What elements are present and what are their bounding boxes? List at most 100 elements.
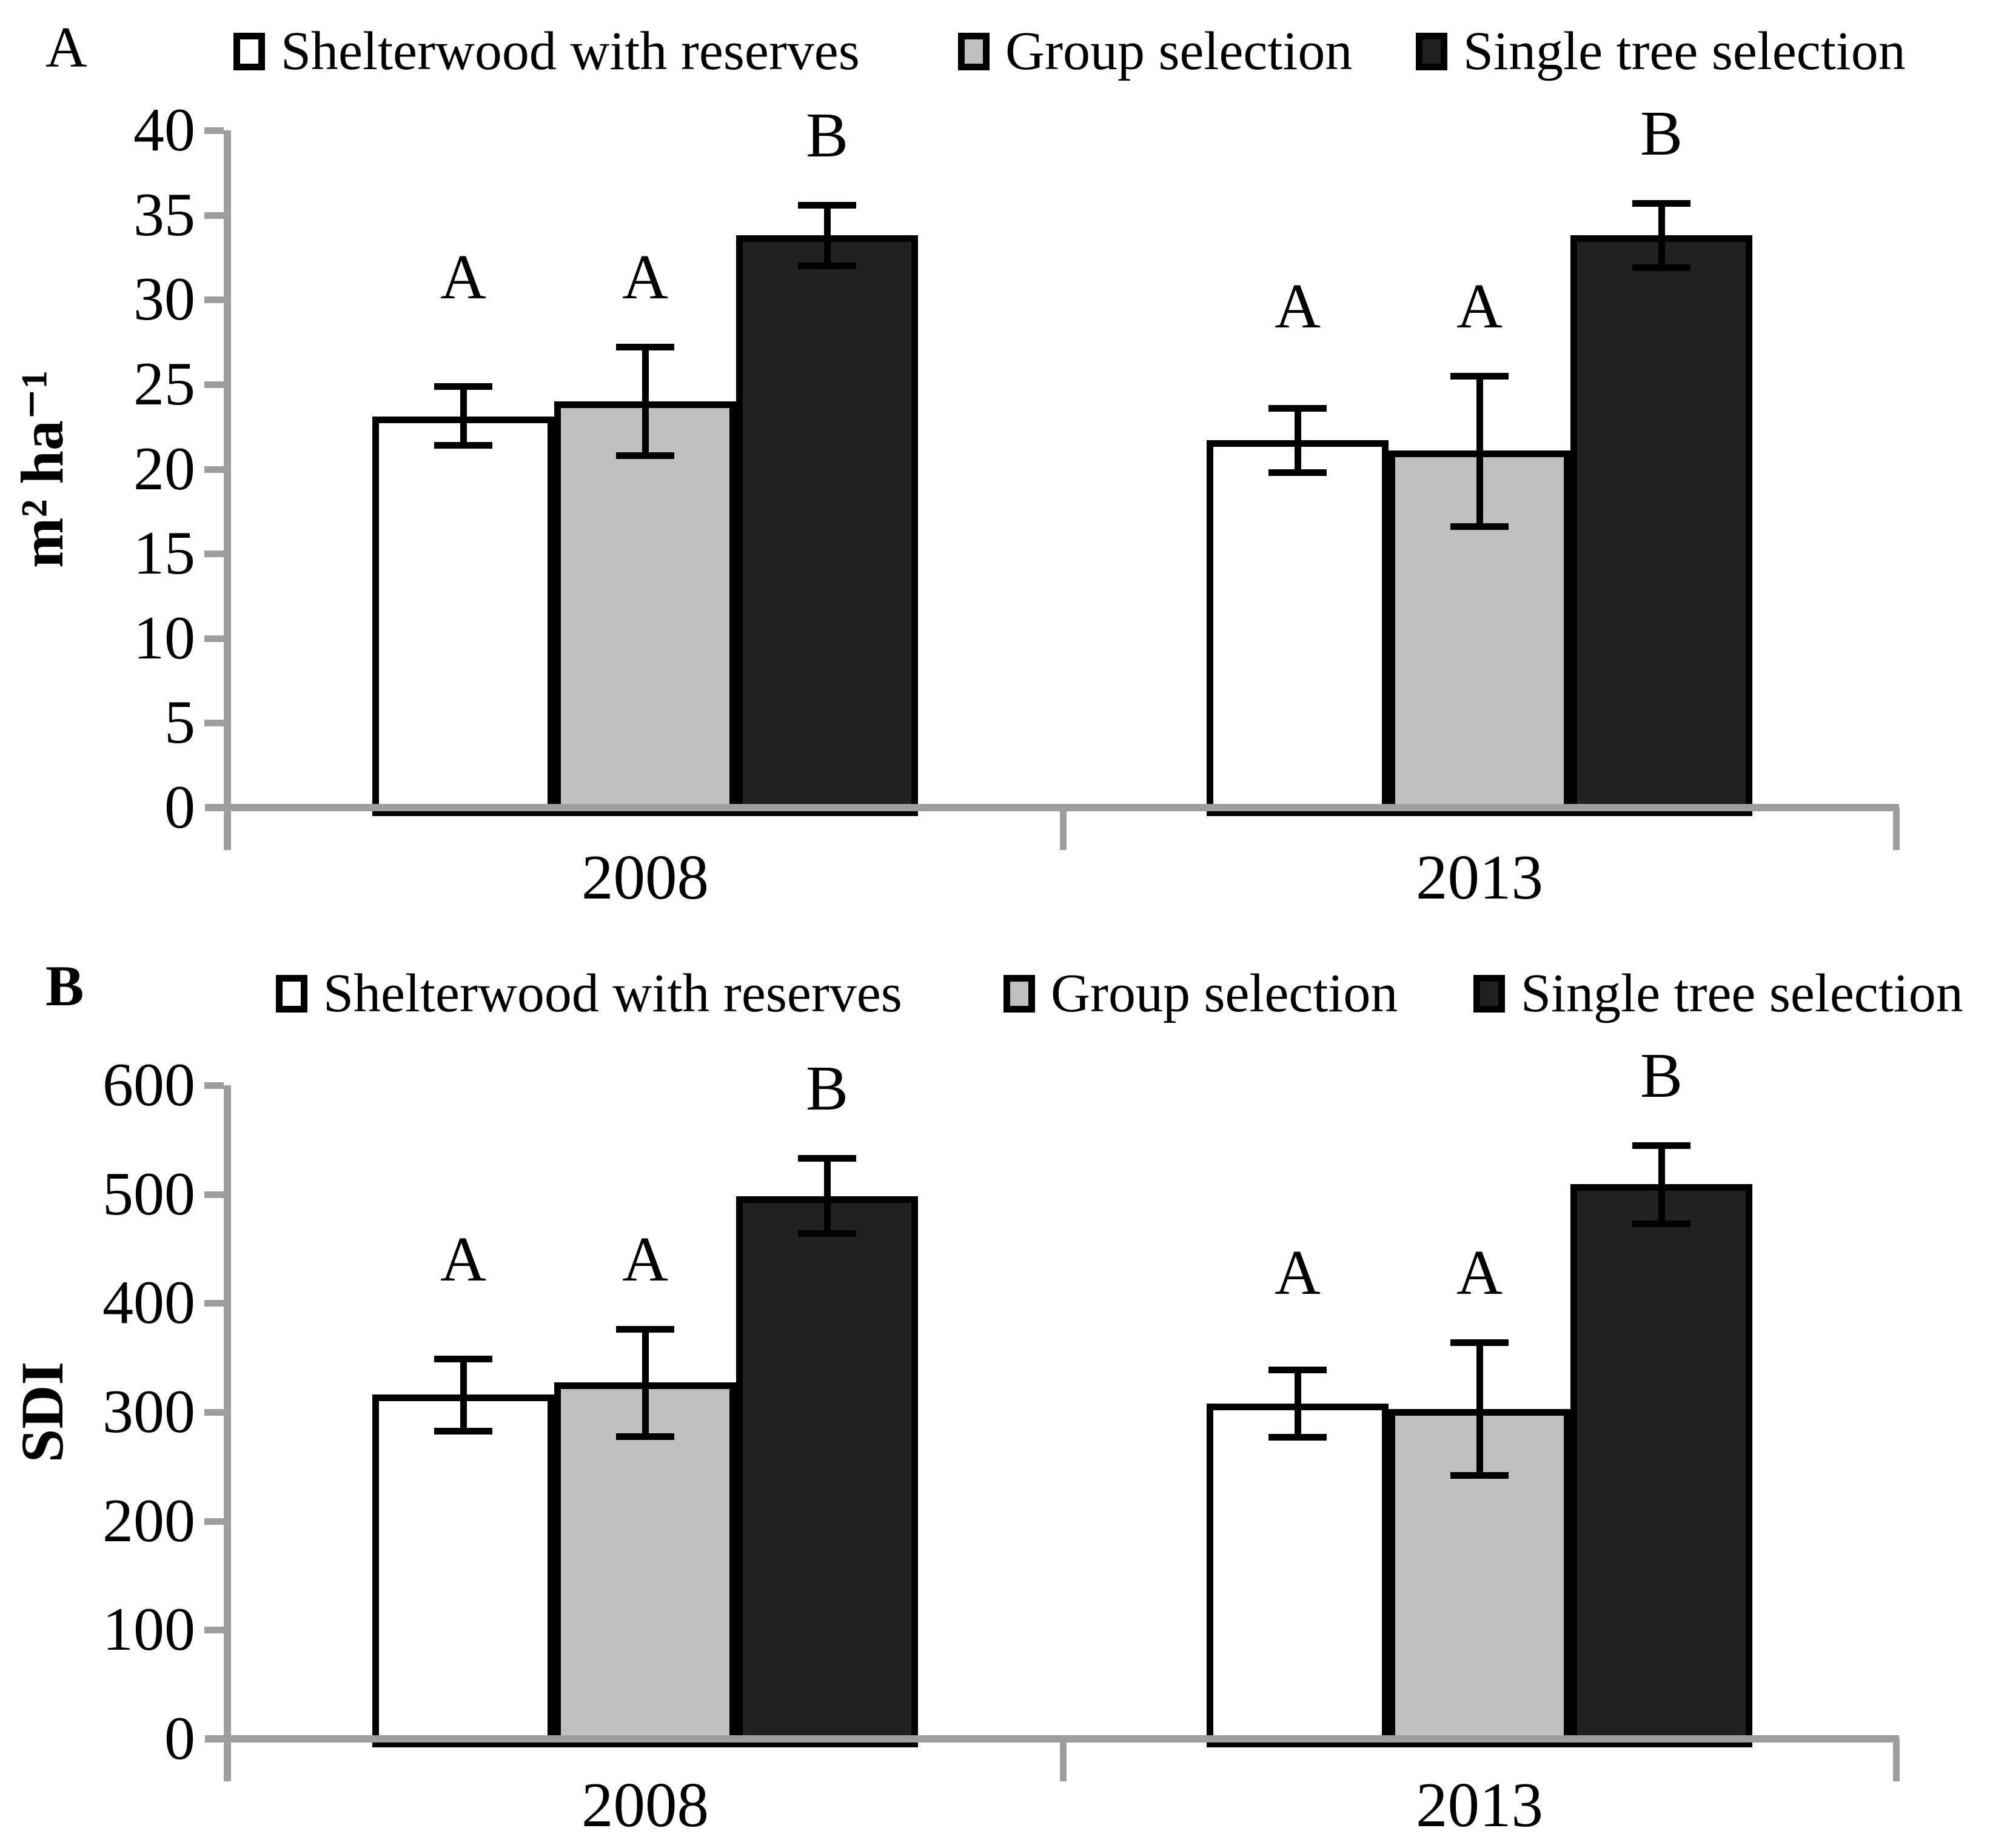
legend-swatch-white [233,33,265,70]
y-tick-label: 15 [133,519,195,588]
y-tick [204,212,224,219]
y-tick [204,381,224,388]
y-tick-label: 30 [133,265,195,334]
y-tick [204,635,224,642]
legend-item-label: Single tree selection [1463,21,1906,81]
y-tick [204,127,224,134]
x-tick [1060,808,1067,850]
y-tick [204,720,224,727]
y-tick [204,551,224,558]
x-category-label: 2013 [1416,1769,1543,1840]
error-bar-line [1295,1369,1301,1438]
error-bar-line [824,204,831,266]
error-bar-line [1295,407,1301,473]
y-tick-label: 40 [133,96,195,164]
x-category-label: 2008 [581,842,709,912]
error-bar-cap-top [1632,1142,1690,1149]
error-bar-line [824,1158,831,1234]
bar-shelterwood-with-reserves [1207,1403,1389,1747]
sig-letter: B [1640,1039,1683,1111]
sig-letter: A [440,1224,486,1295]
error-bar-line [642,1329,649,1436]
y-tick-label: 0 [164,773,195,842]
x-category-label: 2013 [1416,842,1543,912]
y-tick [204,1409,224,1416]
sig-letter: A [1275,1237,1321,1308]
bar-single-tree-selection [736,235,918,816]
y-tick [204,466,224,473]
x-category-label: 2008 [581,1769,709,1840]
error-bar-cap-bottom [1632,1220,1690,1228]
legend-swatch-black [1473,975,1505,1013]
legend-swatch-gray [1003,975,1035,1013]
y-tick [204,1191,224,1198]
legend-item-label: Group selection [1051,963,1398,1023]
error-bar-cap-top [1632,200,1690,207]
error-bar-cap-top [434,383,492,390]
y-tick-label: 600 [102,1051,195,1119]
x-axis-line [205,804,1899,811]
error-bar-line [1476,1342,1483,1476]
panel-b: B Shelterwood with reserves Group selecti… [0,924,2007,1848]
error-bar-cap-bottom [1268,469,1327,477]
error-bar-cap-bottom [434,442,492,449]
error-bar-cap-bottom [434,1427,492,1435]
error-bar-line [460,386,467,446]
legend-swatch-gray [958,33,990,70]
error-bar-line [1658,203,1665,268]
error-bar-cap-top [798,1155,856,1162]
sig-letter: A [1275,270,1321,341]
sig-letter: B [1640,98,1683,169]
legend-b: Shelterwood with reserves Group selection… [0,954,2007,1039]
y-tick-label: 35 [133,180,195,249]
y-axis-line [224,1085,231,1781]
error-bar-cap-top [1450,1339,1509,1346]
y-tick-label: 100 [102,1595,195,1664]
legend-item-label: Group selection [1005,21,1353,81]
y-tick [204,1518,224,1525]
bar-group-selection [554,1382,736,1747]
y-tick-label: 20 [133,434,195,503]
legend-item-label: Shelterwood with reserves [281,21,860,81]
error-bar-cap-bottom [1450,523,1509,531]
x-tick [1893,1739,1900,1781]
error-bar-cap-bottom [1632,264,1690,272]
sig-letter: A [440,241,486,313]
y-tick-label: 200 [102,1486,195,1555]
error-bar-cap-bottom [1450,1472,1509,1479]
bar-shelterwood-with-reserves [1207,440,1389,816]
sig-letter: A [1456,1237,1503,1308]
legend-item-label: Single tree selection [1521,963,1963,1023]
error-bar-cap-bottom [798,263,856,270]
legend-swatch-white [276,975,307,1013]
legend-item-label: Shelterwood with reserves [323,963,902,1023]
x-tick [1060,1739,1067,1781]
error-bar-cap-bottom [616,1433,674,1440]
panel-a: A Shelterwood with reserves Group selecti… [8,17,1906,912]
sig-letter: A [1456,270,1503,341]
y-tick [204,1082,224,1089]
y-tick [204,296,224,304]
sig-letter: A [622,241,668,313]
y-tick-label: 400 [102,1268,195,1337]
error-bar-line [460,1358,467,1431]
error-bar-cap-top [1268,1366,1327,1373]
bar-single-tree-selection [1570,235,1752,816]
y-tick-label: 5 [164,688,195,757]
x-axis-line [205,1735,1899,1743]
x-tick [1893,808,1900,850]
y-tick-label: 10 [133,603,195,672]
bar-shelterwood-with-reserves [372,416,554,816]
error-bar-cap-bottom [1268,1434,1327,1441]
bar-shelterwood-with-reserves [372,1394,554,1747]
y-tick [204,1300,224,1307]
y-tick-label: 500 [102,1159,195,1228]
error-bar-cap-bottom [798,1230,856,1237]
bar-group-selection [554,401,736,816]
sig-letter: B [805,1053,849,1124]
error-bar-cap-top [798,201,856,209]
y-tick [204,1627,224,1634]
y-tick-label: 300 [102,1378,195,1446]
y-axis-line [224,130,231,850]
